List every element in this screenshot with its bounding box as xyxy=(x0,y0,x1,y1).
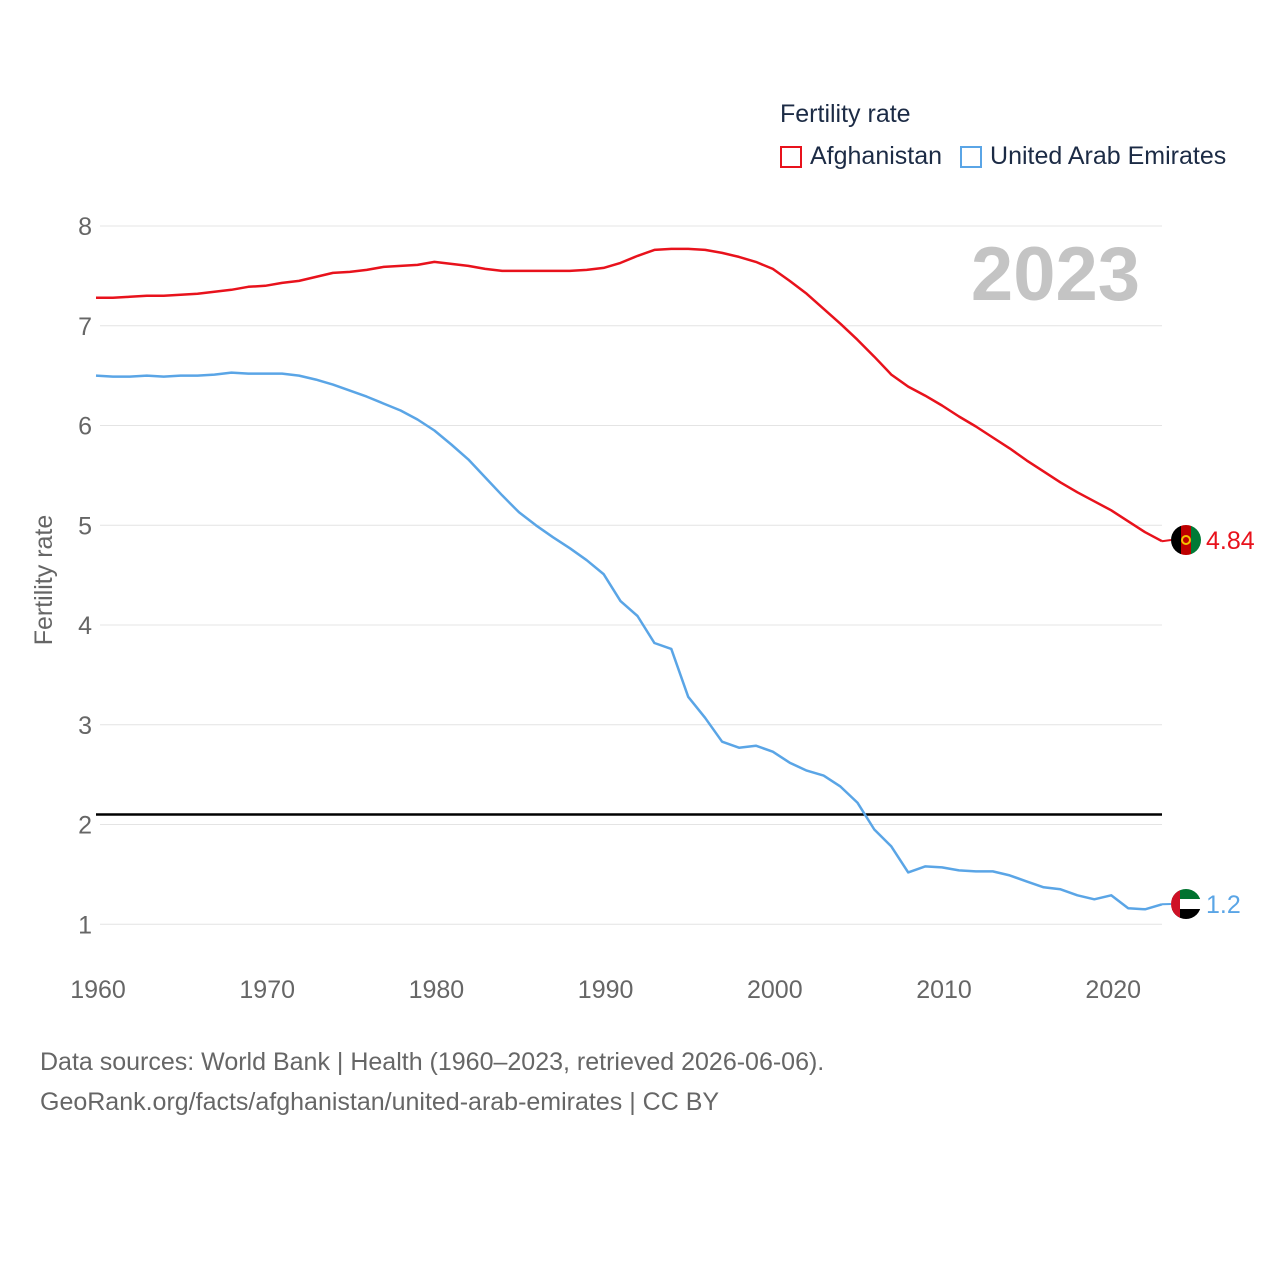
x-tick-label: 2010 xyxy=(916,976,972,1004)
y-tick-label: 4 xyxy=(78,612,92,640)
series-line-uae[interactable] xyxy=(95,371,1163,911)
gridlines xyxy=(100,225,1162,925)
x-axis-ticks: 1960 1970 1980 1990 2000 2010 2020 xyxy=(70,976,1141,1004)
year-watermark: 2023 xyxy=(971,232,1140,317)
x-tick-label: 1960 xyxy=(70,976,126,1004)
y-tick-label: 8 xyxy=(78,213,92,241)
source-url-text: GeoRank.org/facts/afghanistan/united-ara… xyxy=(40,1088,720,1116)
y-axis-ticks: 1 2 3 4 5 6 7 8 xyxy=(78,213,92,939)
x-tick-label: 2020 xyxy=(1085,976,1141,1004)
y-tick-label: 5 xyxy=(78,512,92,540)
legend-label-uae: United Arab Emirates xyxy=(990,142,1227,170)
y-tick-label: 1 xyxy=(78,911,92,939)
series-end-labels: 4.84 1.2 xyxy=(1161,527,1255,919)
y-tick-label: 6 xyxy=(78,413,92,441)
end-connector xyxy=(1161,539,1172,543)
footer: Data sources: World Bank | Health (1960–… xyxy=(40,1042,824,1122)
data-source-text: Data sources: World Bank | Health (1960–… xyxy=(40,1048,825,1076)
legend-label-afghanistan: Afghanistan xyxy=(810,142,943,170)
afghanistan-flag-icon xyxy=(1171,525,1201,555)
legend-item-afghanistan[interactable]: Afghanistan xyxy=(780,142,942,171)
legend-swatch-afghanistan xyxy=(780,145,802,168)
uae-flag-icon xyxy=(1171,889,1201,919)
legend-item-uae[interactable]: United Arab Emirates xyxy=(960,142,1226,171)
y-tick-label: 7 xyxy=(78,313,92,341)
legend-swatch-uae xyxy=(960,145,983,168)
legend-title: Fertility rate xyxy=(780,100,911,128)
x-tick-label: 2000 xyxy=(747,976,803,1004)
y-axis-label: Fertility rate xyxy=(30,515,58,646)
series-lines xyxy=(95,247,1163,911)
end-value-label: 1.2 xyxy=(1206,891,1241,919)
legend: Afghanistan United Arab Emirates xyxy=(780,142,1244,171)
y-tick-label: 2 xyxy=(78,812,92,840)
x-tick-label: 1970 xyxy=(239,976,295,1004)
x-tick-label: 1990 xyxy=(578,976,634,1004)
series-line-afghanistan[interactable] xyxy=(96,247,1163,543)
y-tick-label: 3 xyxy=(78,712,92,740)
end-value-label: 4.84 xyxy=(1206,527,1255,555)
x-tick-label: 1980 xyxy=(409,976,465,1004)
